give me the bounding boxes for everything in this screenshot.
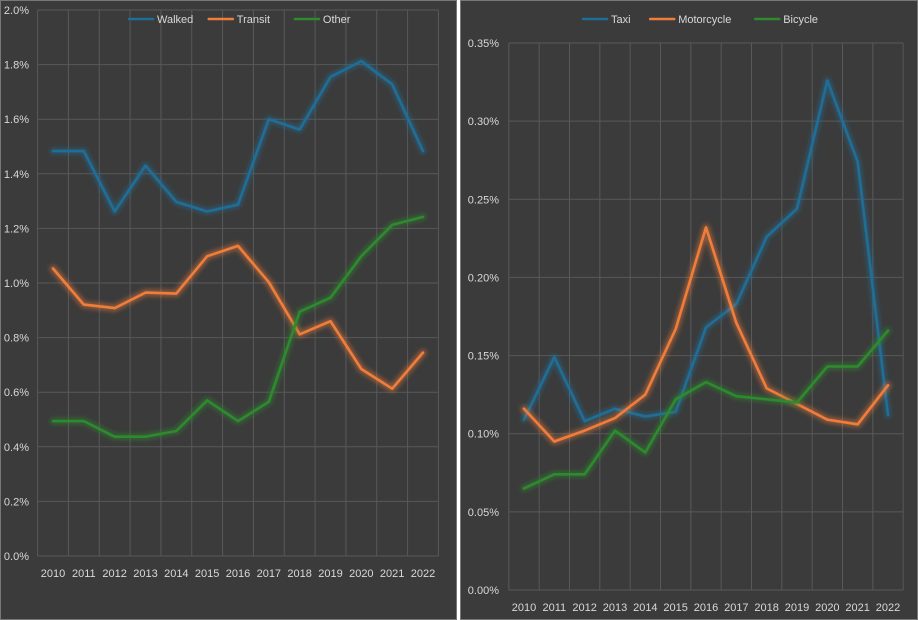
left-xtick-label: 2022 xyxy=(411,568,435,580)
left-series-glow-transit xyxy=(49,242,427,393)
right-legend-label-bicycle: Bicycle xyxy=(783,14,818,26)
chart-left: 0.0% 0.2% 0.4% 0.6% 0.8% 1.0% 1.2% 1.4% 1.6% 1.8%… xyxy=(0,0,457,620)
left-xtick-label: 2010 xyxy=(41,568,65,580)
left-xtick-label: 2011 xyxy=(72,568,96,580)
left-xtick-label: 2017 xyxy=(257,568,281,580)
left-ytick-label: 1.6% xyxy=(4,114,29,126)
right-ytick-label: 0.20% xyxy=(468,272,499,284)
left-ytick-label: 1.8% xyxy=(4,60,29,72)
left-ytick-label: 0.8% xyxy=(4,333,29,345)
left-xtick-label: 2016 xyxy=(226,568,250,580)
left-legend: Walked Transit Other xyxy=(127,14,351,26)
right-xtick-label: 2012 xyxy=(572,602,596,614)
right-series-line-bicycle xyxy=(522,329,890,490)
right-series-line-motorcycle xyxy=(522,226,890,443)
left-series-line-other xyxy=(51,215,425,439)
right-xtick-label: 2016 xyxy=(694,602,718,614)
right-legend: Taxi Motorcycle Bicycle xyxy=(581,14,818,26)
left-ytick-label: 1.2% xyxy=(4,223,29,235)
left-ytick-label: 0.0% xyxy=(4,551,29,563)
chart-right: 0.00% 0.05% 0.10% 0.15% 0.20% 0.25% 0.30% 0.35%… xyxy=(460,0,918,620)
right-xtick-label: 2013 xyxy=(603,602,627,614)
left-grid xyxy=(37,9,439,557)
left-ytick-label: 0.4% xyxy=(4,442,29,454)
right-xtick-label: 2011 xyxy=(543,602,567,614)
right-xtick-label: 2010 xyxy=(512,602,536,614)
left-xtick-label: 2012 xyxy=(102,568,126,580)
left-series-line-transit xyxy=(51,244,425,391)
right-xtick-label: 2019 xyxy=(785,602,809,614)
right-ytick-label: 0.25% xyxy=(468,194,499,206)
right-ytick-label: 0.00% xyxy=(468,585,499,597)
left-series-line-walked xyxy=(51,59,425,213)
left-xtick-label: 2014 xyxy=(164,568,188,580)
right-ytick-label: 0.35% xyxy=(468,38,499,50)
left-xtick-label: 2018 xyxy=(287,568,311,580)
chart-right-svg: 0.00% 0.05% 0.10% 0.15% 0.20% 0.25% 0.30% 0.35%… xyxy=(468,14,904,614)
right-legend-label-taxi: Taxi xyxy=(611,14,631,26)
right-series-glow-taxi xyxy=(520,77,892,425)
left-ytick-label: 1.0% xyxy=(4,278,29,290)
left-ytick-label: 2.0% xyxy=(4,5,29,17)
right-xtick-label: 2017 xyxy=(724,602,748,614)
right-ytick-label: 0.30% xyxy=(468,116,499,128)
right-xtick-label: 2021 xyxy=(845,602,869,614)
right-ytick-label: 0.15% xyxy=(468,351,499,363)
left-ytick-label: 0.6% xyxy=(4,387,29,399)
left-xtick-label: 2015 xyxy=(195,568,219,580)
left-ytick-label: 1.4% xyxy=(4,169,29,181)
left-legend-label-transit: Transit xyxy=(237,14,270,26)
left-xtick-label: 2021 xyxy=(380,568,404,580)
left-xtick-label: 2020 xyxy=(349,568,373,580)
right-series-line-taxi xyxy=(522,79,890,423)
left-ytick-label: 0.2% xyxy=(4,496,29,508)
right-ytick-label: 0.05% xyxy=(468,507,499,519)
left-xtick-label: 2013 xyxy=(133,568,157,580)
left-legend-label-other: Other xyxy=(323,14,351,26)
right-xtick-label: 2014 xyxy=(633,602,657,614)
right-xtick-label: 2018 xyxy=(754,602,778,614)
chart-left-svg: 0.0% 0.2% 0.4% 0.6% 0.8% 1.0% 1.2% 1.4% 1.6% 1.8%… xyxy=(4,5,439,580)
left-series-glow-walked xyxy=(49,57,427,215)
right-legend-label-motorcycle: Motorcycle xyxy=(678,14,731,26)
left-legend-label-walked: Walked xyxy=(157,14,193,26)
right-ytick-label: 0.10% xyxy=(468,429,499,441)
left-xtick-label: 2019 xyxy=(318,568,342,580)
right-xtick-label: 2022 xyxy=(876,602,900,614)
right-xtick-label: 2015 xyxy=(663,602,687,614)
right-xtick-label: 2020 xyxy=(815,602,839,614)
